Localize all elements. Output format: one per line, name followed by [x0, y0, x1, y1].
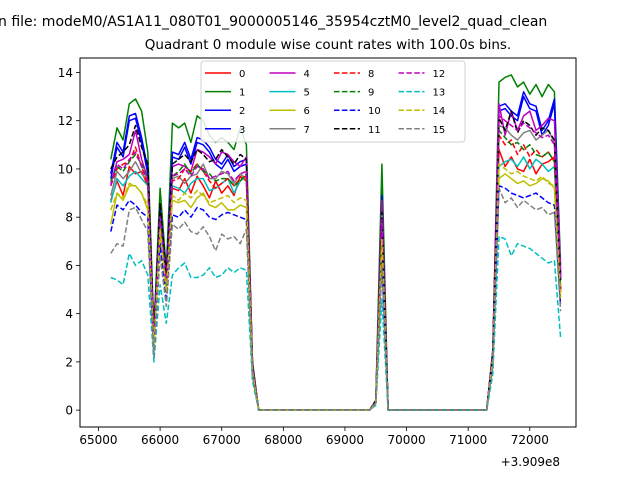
- y-tick-label: 14: [58, 66, 73, 80]
- x-tick-label: 72000: [511, 433, 549, 447]
- series-line-11: [110, 110, 562, 411]
- legend-label-2: 2: [239, 106, 245, 117]
- legend-label-10: 10: [368, 106, 381, 117]
- x-tick-label: 67000: [203, 433, 241, 447]
- chart-title: Quadrant 0 module wise count rates with …: [145, 37, 511, 53]
- y-tick-label: 2: [65, 355, 73, 369]
- legend-label-15: 15: [433, 125, 446, 136]
- x-tick-label: 71000: [449, 433, 487, 447]
- x-tick-label: 69000: [326, 433, 364, 447]
- legend-label-7: 7: [304, 125, 310, 136]
- y-tick-label: 6: [65, 259, 73, 273]
- y-tick-label: 0: [65, 404, 73, 418]
- series-line-15: [110, 187, 562, 411]
- figure-suptitle: n file: modeM0/AS1A11_080T01_9000005146_…: [0, 14, 547, 30]
- y-axis: 0 2 4 6 8 10 12 14: [58, 66, 80, 418]
- y-tick-label: 12: [58, 114, 73, 128]
- legend-label-6: 6: [304, 106, 310, 117]
- legend-label-0: 0: [239, 69, 245, 80]
- series-line-14: [110, 163, 562, 411]
- series-line-13: [110, 235, 562, 411]
- series-line-12: [110, 115, 562, 411]
- x-tick-label: 65000: [79, 433, 117, 447]
- x-tick-label: 70000: [387, 433, 425, 447]
- plot-frame: [79, 57, 577, 428]
- legend-label-4: 4: [304, 69, 310, 80]
- legend-label-9: 9: [368, 88, 374, 99]
- series-layer: [110, 74, 562, 411]
- y-tick-label: 4: [65, 307, 73, 321]
- legend-box: [200, 60, 466, 143]
- legend-label-3: 3: [239, 125, 245, 136]
- legend-label-1: 1: [239, 88, 245, 99]
- x-tick-label: 66000: [141, 433, 179, 447]
- series-line-8: [110, 134, 562, 411]
- legend-label-12: 12: [433, 69, 446, 80]
- legend-label-5: 5: [304, 88, 310, 99]
- legend-label-14: 14: [433, 106, 446, 117]
- y-tick-label: 8: [65, 211, 73, 225]
- x-offset-label: +3.909e8: [501, 455, 560, 469]
- x-tick-label: 68000: [264, 433, 302, 447]
- legend-label-11: 11: [368, 125, 381, 136]
- legend-label-13: 13: [433, 88, 446, 99]
- legend-label-8: 8: [368, 69, 374, 80]
- y-tick-label: 10: [58, 162, 73, 176]
- x-axis: 65000 66000 67000 68000 69000 70000 71000 72000: [79, 427, 549, 447]
